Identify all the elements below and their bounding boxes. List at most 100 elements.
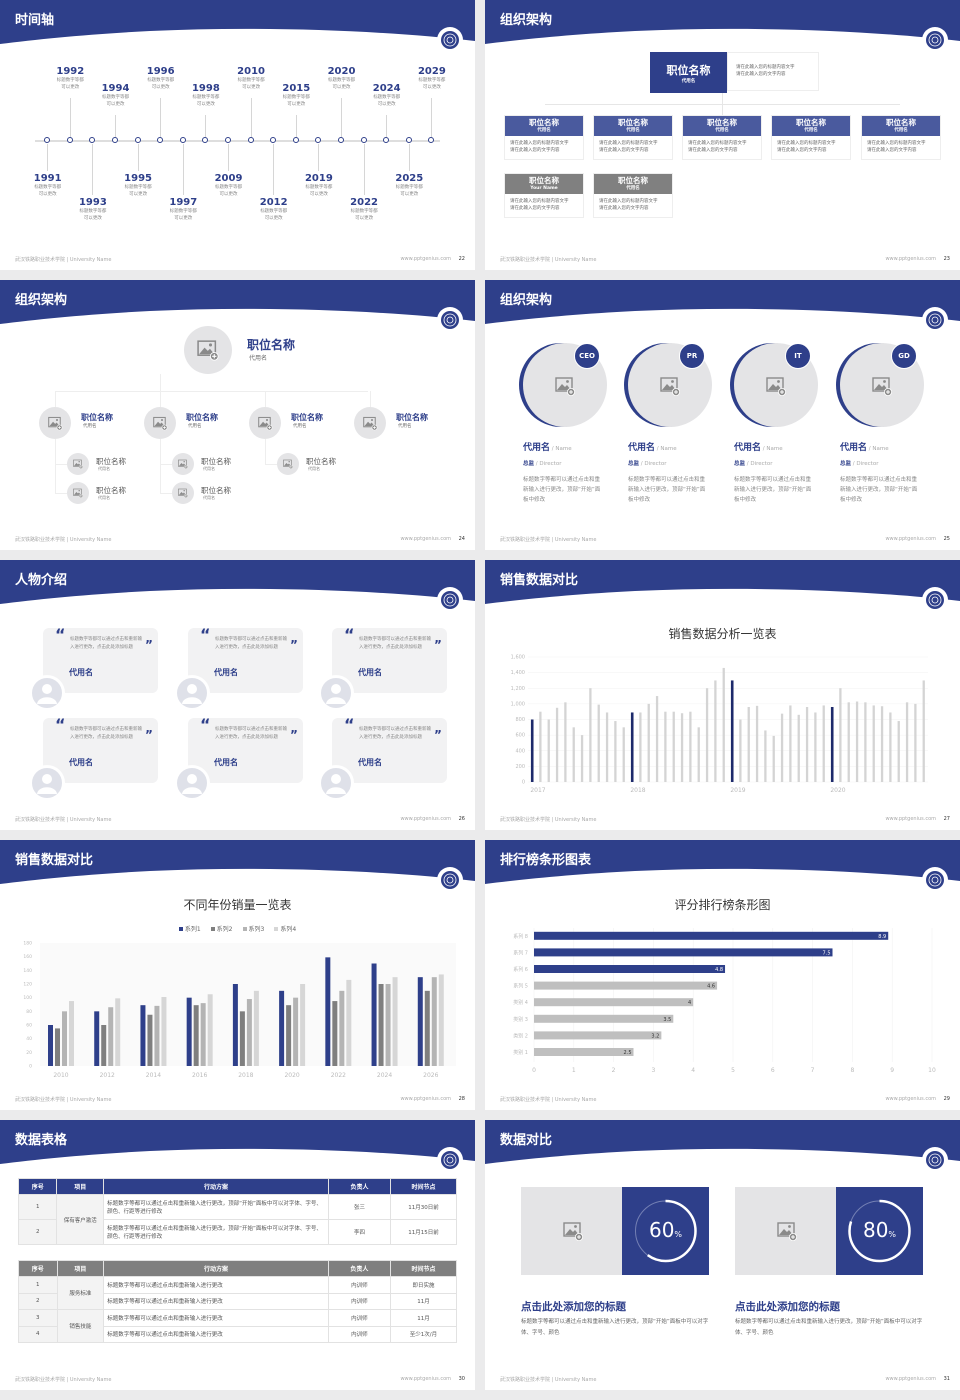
org-position-card[interactable]: 职位名称 代用名 请在此输入您的标题内容文字 请在此输入您的文字内容 [593, 115, 673, 160]
footer-site-text: www.pptgenius.com [885, 256, 936, 262]
desc-line1: 请在此输入您的标题内容文字 [867, 141, 926, 146]
timeline-node[interactable] [383, 137, 390, 143]
quote-close-icon: ” [290, 638, 298, 652]
timeline-node[interactable] [405, 137, 412, 143]
testimonial-card[interactable]: “ ” 标题数字等都可以通过点击和重新输入进行更改，点击此处添加标题 代用名 [188, 715, 303, 783]
org-level2-photo[interactable] [354, 407, 386, 439]
org-level2-photo[interactable] [249, 407, 281, 439]
mountain [154, 421, 165, 426]
logo-inner [928, 593, 942, 607]
timeline-node[interactable] [247, 137, 254, 143]
timeline-node[interactable] [428, 137, 435, 143]
timeline-node[interactable] [338, 137, 344, 143]
level3-sub: 代用名 [98, 495, 110, 500]
bar [589, 688, 592, 782]
timeline-connector [69, 98, 71, 137]
legend-item[interactable]: 系列2 [210, 926, 233, 933]
legend-item[interactable]: 系列3 [242, 926, 264, 933]
image-placeholder-icon [563, 1222, 583, 1241]
timeline-node[interactable] [225, 137, 231, 143]
level3-sub: 代用名 [203, 495, 215, 500]
quote-close-icon: ” [145, 728, 153, 742]
testimonial-name: 代用名 [214, 758, 238, 767]
timeline-node[interactable] [44, 137, 51, 143]
badge-text: GD [898, 352, 910, 360]
org-position-card[interactable]: 职位名称 代用名 请在此输入您的标题内容文字 请在此输入您的文字内容 [861, 115, 941, 160]
legend-label: 系列1 [184, 926, 201, 933]
level2-sub: 代用名 [83, 424, 97, 429]
org-level3-photo[interactable] [67, 482, 89, 504]
user-icon [37, 684, 57, 704]
org-position-card[interactable]: 职位名称 代用名 请在此输入您的标题内容文字 请在此输入您的文字内容 [771, 115, 851, 160]
head [187, 684, 197, 694]
timeline-node[interactable] [112, 137, 118, 143]
logo-inner [928, 873, 942, 887]
event-text-line1: 标题数字等都 [395, 185, 423, 190]
bar [597, 704, 600, 782]
testimonial-card[interactable]: “ ” 标题数字等都可以通过点击和重新输入进行更改，点击此处添加标题 代用名 [332, 625, 447, 693]
table-row[interactable]: 1 保有客户激活 标题数字等都可以通过点击和重新输入进行更改，顶部“开始”面板中可以… [17, 1194, 457, 1245]
head [42, 774, 52, 784]
table-row[interactable]: 4 标题数字等都可以通过点击和重新输入进行更改 内训师 至少1次/月 [18, 1325, 458, 1343]
timeline-node[interactable] [179, 137, 186, 143]
bar [572, 727, 575, 782]
university-logo [437, 867, 463, 893]
testimonial-card[interactable]: “ ” 标题数字等都可以通过点击和重新输入进行更改，点击此处添加标题 代用名 [43, 625, 158, 693]
org-position-card[interactable]: 职位名称 代用名 请在此输入您的标题内容文字 请在此输入您的文字内容 [504, 115, 584, 160]
org-level2-photo[interactable] [144, 407, 176, 439]
mountain [74, 463, 81, 466]
image-placeholder-icon [363, 416, 378, 431]
image-placeholder-icon [283, 459, 293, 469]
y-tick-label: 80 [26, 1009, 32, 1015]
logo-core [931, 876, 939, 884]
legend-label: 系列4 [280, 926, 297, 933]
timeline-node[interactable] [134, 137, 141, 143]
timeline-node[interactable] [89, 137, 96, 143]
user-icon [37, 774, 57, 794]
testimonial-card[interactable]: “ ” 标题数字等都可以通过点击和重新输入进行更改，点击此处添加标题 代用名 [188, 625, 303, 693]
column-header: 负责人 [327, 1178, 392, 1195]
table-row[interactable]: 2 标题数字等都可以通过点击和重新输入进行更改，顶部“开始”面板中可以对字体、字号… [17, 1219, 457, 1245]
timeline-node[interactable] [202, 137, 209, 143]
org-level2-photo[interactable] [39, 407, 71, 439]
x-tick-label: 7 [811, 1067, 815, 1074]
testimonial-name: 代用名 [358, 668, 382, 677]
org-position-card[interactable]: 职位名称 Your Name 请在此输入您的标题内容文字 请在此输入您的文字内容 [504, 173, 584, 218]
table-row[interactable]: 1 服务标准 标题数字等都可以通过点击和重新输入进行更改 内训师 即日实施 [18, 1276, 458, 1310]
org-top-photo[interactable] [184, 326, 232, 374]
testimonial-card[interactable]: “ ” 标题数字等都可以通过点击和重新输入进行更改，点击此处添加标题 代用名 [332, 715, 447, 783]
table-row[interactable]: 3 销售技能 标题数字等都可以通过点击和重新输入进行更改 内训师 11月 [18, 1309, 458, 1343]
page-number: 31 [943, 1376, 950, 1382]
card-header: 职位名称 代用名 [594, 116, 672, 136]
x-tick-label: 2014 [146, 1072, 161, 1079]
testimonial-card[interactable]: “ ” 标题数字等都可以通过点击和重新输入进行更改，点击此处添加标题 代用名 [43, 715, 158, 783]
event-year: 1993 [78, 197, 107, 208]
bar [332, 1001, 338, 1066]
org-level3-photo[interactable] [67, 453, 89, 475]
stat-unit: % [674, 1230, 683, 1239]
timeline-node[interactable] [66, 137, 73, 143]
frame [178, 459, 187, 467]
desc-line2: 请在此输入您的文字内容 [599, 147, 649, 153]
org-position-card[interactable]: 职位名称 代用名 请在此输入您的标题内容文字 请在此输入您的文字内容 [593, 173, 673, 218]
org-position-card[interactable]: 职位名称 代用名 请在此输入您的标题内容文字 请在此输入您的文字内容 [682, 115, 762, 160]
timeline-connector [92, 144, 94, 195]
timeline-node[interactable] [315, 137, 322, 143]
org-top-box[interactable]: 职位名称 代用名 [650, 52, 727, 93]
timeline-node[interactable] [157, 137, 164, 143]
position-title: 职位名称 [796, 118, 826, 127]
event-year: 1995 [124, 173, 153, 184]
org-level3-photo[interactable] [172, 453, 194, 475]
stat-number: 60 [648, 1218, 675, 1242]
monthly-sales-chart: 0 200 400 600 800 1,000 1,200 1,400 1,600 2017 201… [511, 655, 928, 794]
category-label: 类别 1 [513, 1049, 528, 1056]
legend-item[interactable]: 系列4 [274, 926, 296, 933]
timeline-node[interactable] [270, 137, 277, 143]
frame [283, 459, 292, 467]
slide-team: 组织架构 武汉铁路职业技术学院 | University Name www.pptg… [485, 280, 960, 550]
org-level3-photo[interactable] [172, 482, 194, 504]
org-level3-photo[interactable] [277, 453, 299, 475]
legend-item[interactable]: 系列1 [178, 926, 201, 933]
timeline-node[interactable] [360, 137, 367, 143]
timeline-node[interactable] [292, 137, 299, 143]
